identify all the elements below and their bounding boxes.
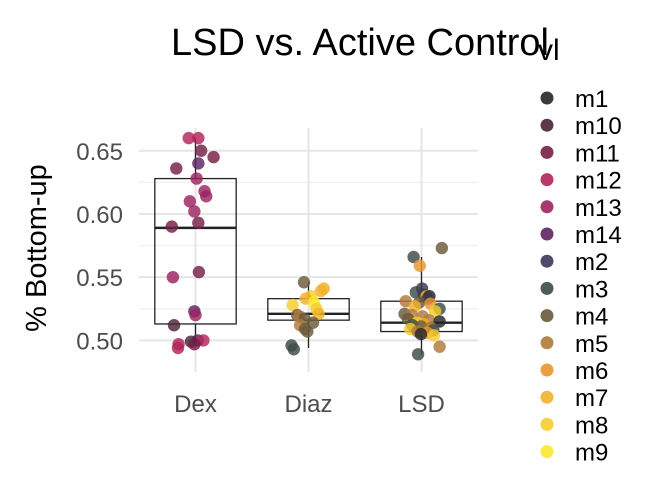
legend-label: m6 — [575, 358, 608, 385]
data-point — [286, 298, 299, 312]
data-point — [411, 348, 425, 361]
y-tick-label: 0.65 — [76, 139, 123, 166]
legend-key — [540, 118, 554, 132]
legend-key — [540, 336, 554, 350]
data-point — [287, 343, 301, 356]
legend-key — [540, 445, 554, 459]
legend-key — [540, 200, 554, 214]
legend-key — [540, 417, 554, 431]
x-tick-label: LSD — [398, 391, 445, 418]
data-point — [166, 270, 180, 284]
legend-key — [540, 145, 554, 159]
legend-label: m1 — [575, 86, 608, 113]
y-axis-label: % Bottom-up — [21, 164, 53, 332]
data-point — [312, 307, 325, 321]
data-point — [189, 308, 202, 322]
y-tick-label: 0.50 — [76, 328, 123, 355]
data-point — [182, 131, 195, 145]
data-point — [428, 305, 442, 318]
legend-label: m8 — [575, 412, 608, 439]
legend-key — [540, 173, 554, 187]
data-point — [433, 315, 446, 328]
legend-title: vl — [538, 34, 560, 67]
data-point — [407, 250, 420, 264]
data-point — [188, 337, 201, 351]
x-tick-label: Diaz — [284, 391, 332, 418]
data-point — [192, 265, 206, 279]
data-point — [314, 284, 328, 298]
data-point — [171, 341, 185, 355]
y-tick-label: 0.55 — [76, 265, 123, 292]
axis-ticks: 0.50 0.55 0.60 0.65 Dex Diaz LSD — [76, 139, 445, 418]
legend-key — [540, 227, 554, 241]
data-point — [200, 190, 213, 203]
data-point — [413, 259, 427, 273]
legend-label: m7 — [575, 385, 608, 412]
legend-key — [540, 309, 554, 323]
data-point — [194, 144, 208, 157]
legend-label: m11 — [575, 140, 620, 167]
legend-key — [540, 390, 554, 404]
data-point — [297, 276, 311, 289]
data-point — [190, 172, 203, 185]
data-point — [192, 131, 205, 145]
data-points — [165, 131, 449, 361]
legend-key — [540, 281, 554, 295]
legend-label: m9 — [575, 440, 608, 467]
legend-label: m10 — [575, 113, 622, 140]
legend-label: m2 — [575, 249, 608, 276]
legend-key — [540, 363, 554, 377]
data-point — [433, 340, 446, 353]
data-point — [183, 195, 197, 208]
legend-label: m12 — [575, 168, 622, 195]
data-point — [192, 216, 205, 230]
data-point — [301, 325, 314, 338]
legend-label: m14 — [575, 222, 622, 249]
chart-title: LSD vs. Active Control — [171, 22, 549, 64]
legend-label: m13 — [575, 195, 622, 222]
data-point — [167, 319, 181, 332]
legend-key — [540, 91, 554, 105]
data-point — [207, 150, 220, 164]
data-point — [427, 329, 441, 342]
y-tick-label: 0.60 — [76, 202, 123, 229]
data-point — [192, 157, 205, 170]
legend-label: m3 — [575, 276, 608, 303]
data-point — [435, 241, 449, 255]
legend-label: m4 — [575, 304, 608, 331]
data-point — [165, 220, 178, 233]
legend-key — [540, 254, 554, 268]
data-point — [188, 205, 201, 218]
data-point — [399, 295, 412, 308]
data-point — [414, 327, 428, 341]
legend-label: m5 — [575, 331, 608, 358]
data-point — [170, 162, 183, 175]
x-tick-label: Dex — [174, 391, 217, 418]
